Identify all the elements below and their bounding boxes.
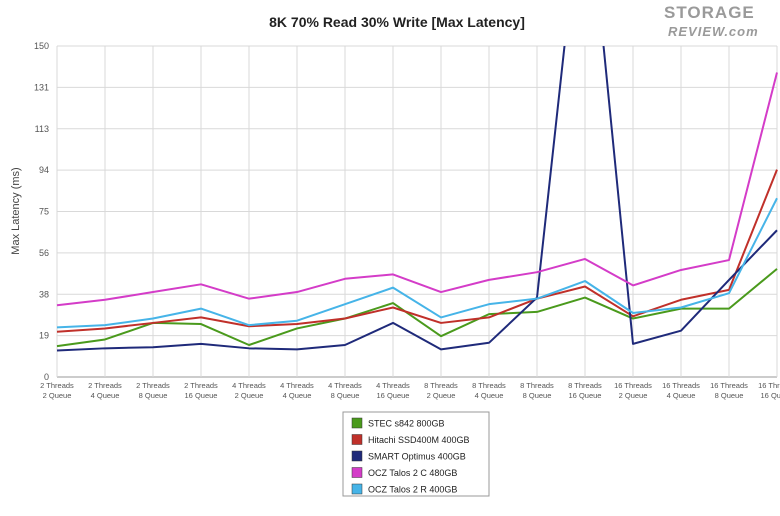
x-tick-label: 8 Queue (523, 391, 552, 400)
x-tick-label: 2 Threads (40, 381, 74, 390)
series-line-4 (56, 72, 778, 307)
x-tick-label: 8 Threads (424, 381, 458, 390)
x-tick-label: 8 Queue (139, 391, 168, 400)
legend-swatch (351, 450, 363, 462)
x-tick-label: 2 Threads (136, 381, 170, 390)
x-tick-label: 2 Queue (43, 391, 72, 400)
x-tick-label: 16 Queue (185, 391, 218, 400)
y-tick-label: 75 (39, 207, 49, 217)
x-tick-label: 8 Threads (520, 381, 554, 390)
series-line-1 (56, 268, 778, 348)
legend-swatch (351, 467, 363, 478)
legend-label: OCZ Talos 2 R 400GB (368, 485, 457, 495)
x-tick-label: 16 Queue (761, 391, 780, 400)
x-tick-label: 8 Threads (568, 381, 602, 390)
x-tick-label: 4 Threads (280, 381, 314, 390)
y-axis-label: Max Latency (ms) (10, 167, 22, 254)
y-tick-label: 38 (39, 289, 49, 299)
x-tick-label: 8 Threads (472, 381, 506, 390)
legend-swatch (351, 483, 363, 495)
x-tick-label: 2 Threads (88, 381, 122, 390)
x-tick-label: 2 Queue (235, 391, 264, 400)
x-tick-label: 16 Threads (758, 381, 780, 390)
x-tick-label: 4 Threads (232, 381, 266, 390)
x-tick-label: 4 Threads (376, 381, 410, 390)
series-line-2 (56, 169, 778, 333)
logo-line-2: REVIEW.com (668, 24, 759, 39)
legend-label: STEC s842 800GB (368, 419, 445, 429)
y-tick-label: 150 (34, 41, 49, 51)
x-tick-label: 4 Queue (91, 391, 120, 400)
y-tick-label: 19 (39, 331, 49, 341)
legend: STEC s842 800GB Hitachi SSD400M 400GB SMAR… (342, 411, 490, 497)
logo-line-1: STORAGE (664, 3, 755, 22)
legend-label: Hitachi SSD400M 400GB (368, 435, 470, 445)
grid (56, 45, 778, 378)
y-tick-label: 0 (44, 372, 49, 382)
x-tick-label: 16 Threads (710, 381, 748, 390)
x-tick-label: 2 Queue (619, 391, 648, 400)
series-line-3 (56, 46, 778, 352)
y-tick-label: 56 (39, 248, 49, 258)
x-tick-label: 8 Queue (331, 391, 360, 400)
x-tick-label: 16 Queue (569, 391, 602, 400)
x-tick-label: 8 Queue (715, 391, 744, 400)
chart-title: 8K 70% Read 30% Write [Max Latency] (269, 14, 525, 30)
storagereview-logo: STORAGE REVIEW.com (664, 3, 759, 39)
x-tick-label: 2 Queue (427, 391, 456, 400)
x-tick-label: 4 Threads (328, 381, 362, 390)
series-lines (56, 46, 778, 352)
legend-box (342, 411, 490, 497)
legend-swatch (351, 417, 363, 429)
legend-label: SMART Optimus 400GB (368, 452, 466, 462)
y-tick-label: 94 (39, 165, 49, 175)
y-tick-labels: 0 19 38 56 75 94 113 131 150 (34, 41, 49, 382)
legend-swatch (351, 434, 363, 445)
legend-label: OCZ Talos 2 C 480GB (368, 468, 457, 478)
y-tick-label: 113 (35, 124, 49, 134)
x-tick-label: 16 Queue (377, 391, 410, 400)
x-tick-label: 16 Threads (614, 381, 652, 390)
x-tick-label: 2 Threads (184, 381, 218, 390)
series-line-5 (56, 197, 778, 329)
x-tick-label: 4 Queue (667, 391, 696, 400)
x-tick-label: 4 Queue (283, 391, 312, 400)
x-tick-label: 16 Threads (662, 381, 700, 390)
x-tick-label: 4 Queue (475, 391, 504, 400)
y-tick-label: 131 (34, 82, 49, 92)
